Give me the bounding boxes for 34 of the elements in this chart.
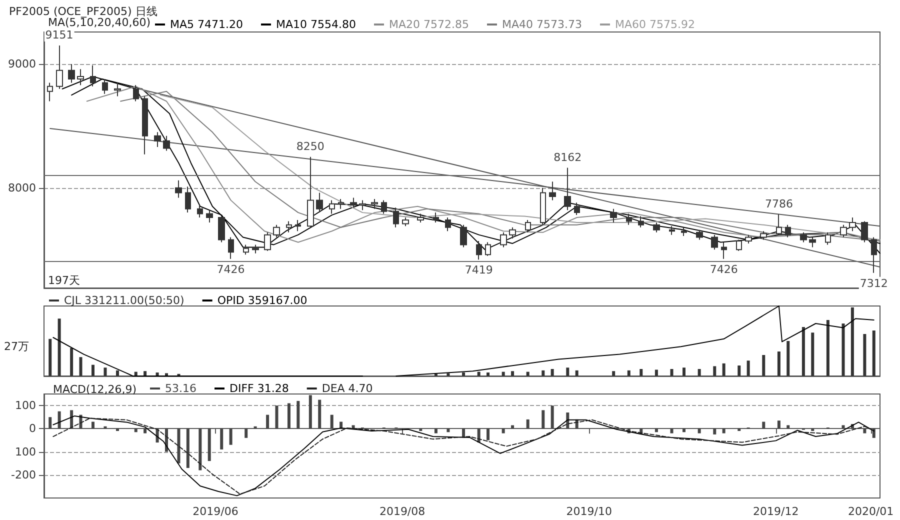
legend-label: MA10 7554.80 bbox=[276, 18, 356, 31]
legend-label: OPID 359167.00 bbox=[217, 294, 308, 307]
y-tick-label: 0 bbox=[29, 422, 36, 436]
annotation: 8162 bbox=[554, 150, 582, 164]
legend-label: 53.16 bbox=[165, 382, 196, 395]
x-tick-label: 2019/06 bbox=[192, 505, 238, 518]
annotation: 7419 bbox=[464, 264, 493, 277]
chart-subtitle: MA(5,10,20,40,60) bbox=[48, 16, 151, 29]
legend-label: MA20 7572.85 bbox=[388, 18, 469, 31]
chart-title: MACD(12,26,9) bbox=[53, 383, 137, 396]
annotation: 9151 bbox=[45, 28, 74, 42]
x-tick-label: 2020/01 bbox=[848, 505, 894, 518]
legend-label: CJL 331211.00(50:50) bbox=[64, 294, 184, 307]
x-tick-label: 2019/10 bbox=[566, 505, 612, 518]
legend-label: DEA 4.70 bbox=[322, 382, 373, 395]
text: 27万 bbox=[4, 340, 29, 353]
y-tick-label: 9000 bbox=[8, 58, 36, 71]
annotation: 7786 bbox=[764, 197, 793, 210]
legend-label: MA60 7575.92 bbox=[614, 18, 695, 31]
legend-label: MA5 7471.20 bbox=[170, 18, 243, 31]
annotation: 7426 bbox=[216, 262, 245, 276]
x-tick-label: 2019/12 bbox=[753, 505, 799, 518]
annotation: 7426 bbox=[710, 262, 738, 276]
y-tick-label: 100 bbox=[15, 399, 36, 412]
y-tick-label: 8000 bbox=[8, 181, 36, 194]
legend-label: MA40 7573.73 bbox=[502, 18, 582, 31]
legend-label: DIFF 31.28 bbox=[229, 382, 289, 395]
chart-title: PF2005 (OCE_PF2005) 日线 bbox=[9, 5, 158, 18]
x-tick-label: 2019/08 bbox=[379, 505, 426, 518]
annotation: 197天 bbox=[48, 274, 80, 287]
y-tick-label: -200 bbox=[11, 468, 36, 482]
y-tick-label: 100 bbox=[15, 445, 36, 458]
annotation: 8250 bbox=[296, 140, 324, 153]
annotation: 7312 bbox=[860, 276, 888, 290]
